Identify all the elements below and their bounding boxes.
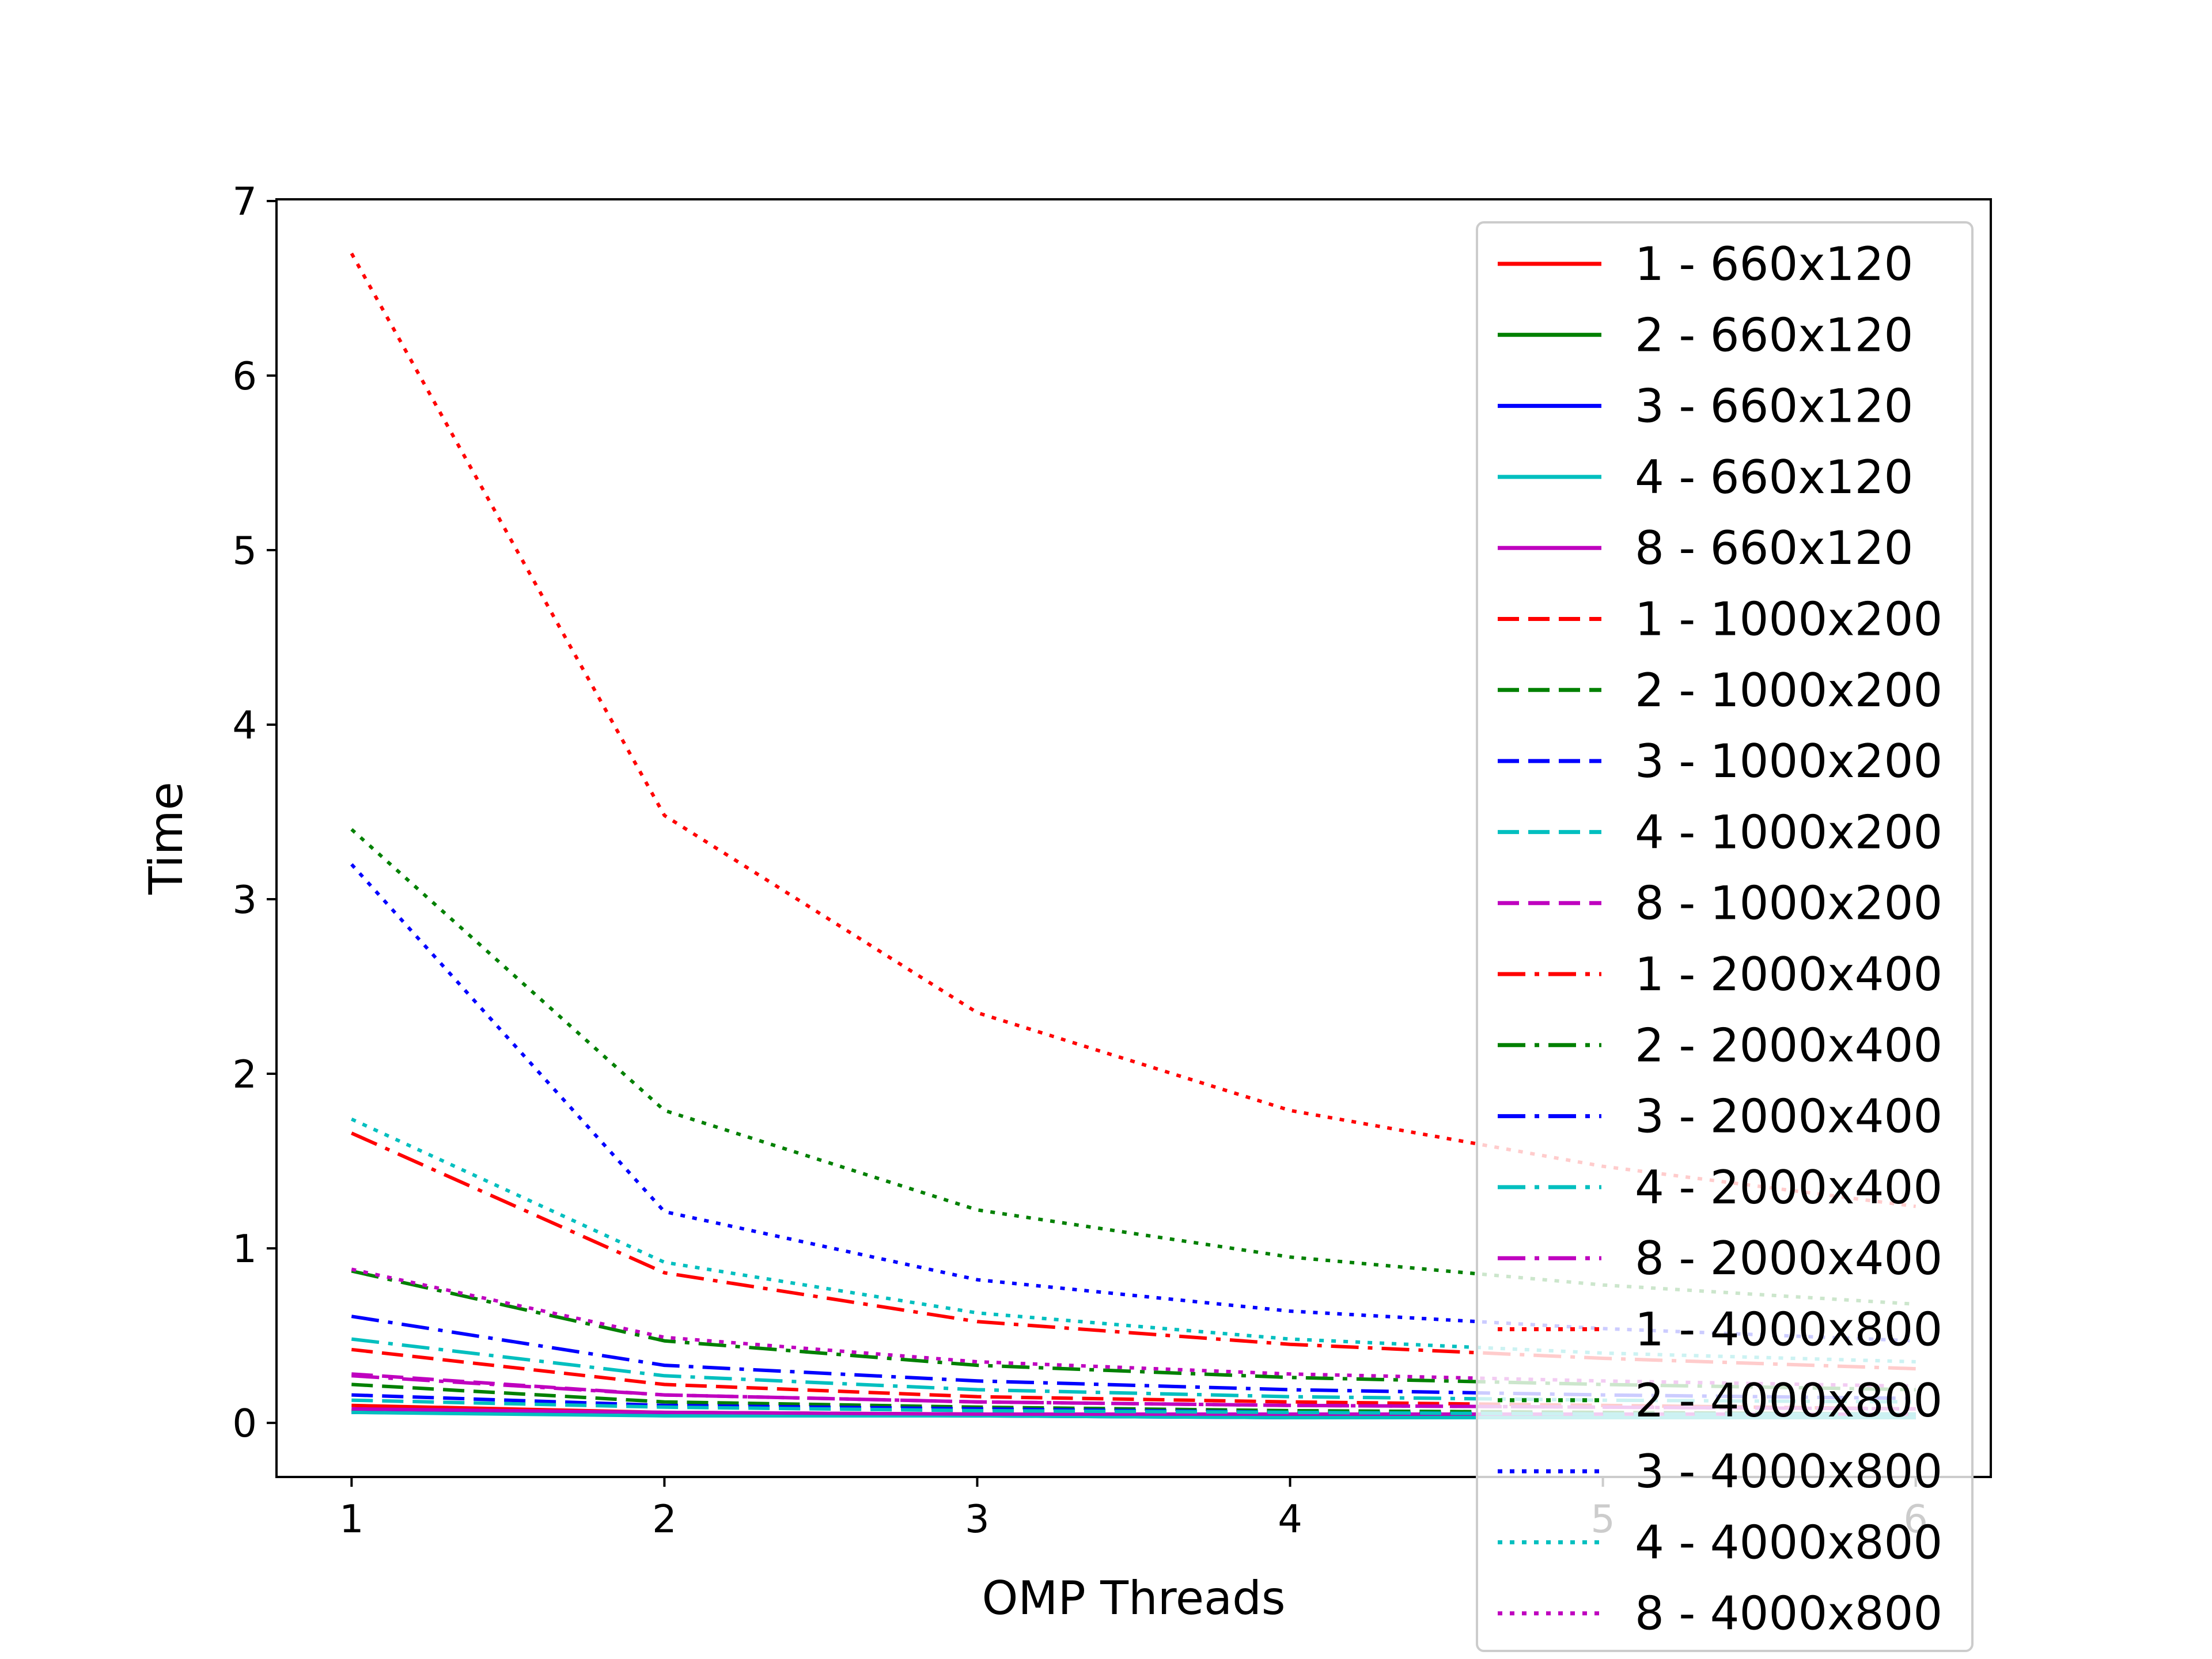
y-tick-label: 1 [232, 1226, 257, 1271]
series-line-11 [351, 1269, 1916, 1392]
legend-label: 8 - 660x120 [1635, 521, 1913, 575]
legend-label: 3 - 4000x800 [1635, 1445, 1942, 1498]
legend-item: 8 - 2000x400 [1498, 1232, 1942, 1285]
legend-item: 3 - 2000x400 [1498, 1090, 1942, 1143]
legend-label: 1 - 1000x200 [1635, 593, 1942, 646]
legend-item: 1 - 4000x800 [1498, 1303, 1942, 1357]
legend-item: 3 - 1000x200 [1498, 734, 1942, 788]
legend-item: 1 - 1000x200 [1498, 593, 1942, 646]
legend-item: 3 - 660x120 [1498, 380, 1913, 433]
legend-item: 4 - 2000x400 [1498, 1161, 1942, 1214]
legend-item: 4 - 660x120 [1498, 450, 1913, 504]
legend-box [1476, 221, 1974, 1652]
legend-label: 4 - 4000x800 [1635, 1516, 1942, 1569]
y-tick-label: 3 [232, 877, 257, 922]
legend-label: 2 - 2000x400 [1635, 1018, 1942, 1072]
y-tick-label: 5 [232, 528, 257, 573]
legend-label: 8 - 2000x400 [1635, 1232, 1942, 1285]
legend-label: 4 - 1000x200 [1635, 805, 1942, 859]
legend-label: 3 - 1000x200 [1635, 734, 1942, 788]
y-tick-label: 0 [232, 1401, 257, 1446]
legend-label: 3 - 2000x400 [1635, 1090, 1942, 1143]
legend-item: 1 - 2000x400 [1498, 948, 1942, 1001]
series-line-19 [351, 1267, 1916, 1388]
legend-item: 2 - 1000x200 [1498, 664, 1942, 717]
legend-label: 2 - 1000x200 [1635, 664, 1942, 717]
x-axis-title: OMP Threads [982, 1571, 1285, 1625]
legend-label: 1 - 2000x400 [1635, 948, 1942, 1001]
x-tick-label: 2 [652, 1497, 677, 1541]
legend-label: 2 - 4000x800 [1635, 1374, 1942, 1427]
legend-label: 4 - 2000x400 [1635, 1161, 1942, 1214]
legend-item: 8 - 660x120 [1498, 521, 1913, 575]
series-line-15 [350, 252, 1916, 1209]
legend-item: 1 - 660x120 [1498, 237, 1913, 291]
legend-item: 4 - 1000x200 [1498, 805, 1942, 859]
legend-item: 2 - 4000x800 [1498, 1374, 1942, 1427]
legend-item: 4 - 4000x800 [1498, 1516, 1942, 1569]
legend-item: 2 - 660x120 [1498, 308, 1913, 362]
y-tick-label: 7 [232, 179, 257, 224]
y-tick-label: 6 [232, 354, 257, 399]
y-tick-label: 4 [232, 703, 257, 748]
legend-label: 1 - 660x120 [1635, 237, 1913, 291]
x-tick-label: 1 [339, 1497, 364, 1541]
legend-label: 2 - 660x120 [1635, 308, 1913, 362]
legend-item: 3 - 4000x800 [1498, 1445, 1942, 1498]
x-tick-label: 3 [965, 1497, 990, 1541]
legend-item: 8 - 1000x200 [1498, 877, 1942, 930]
x-tick-label: 4 [1278, 1497, 1302, 1541]
legend: 1 - 660x120 2 - 660x120 3 - 660x120 4 - 660… [1476, 221, 1974, 1652]
legend-label: 3 - 660x120 [1635, 380, 1913, 433]
series-line-8 [351, 1398, 1916, 1416]
legend-item: 2 - 2000x400 [1498, 1018, 1942, 1072]
legend-label: 8 - 1000x200 [1635, 877, 1942, 930]
legend-label: 8 - 4000x800 [1635, 1587, 1942, 1641]
y-tick-label: 2 [232, 1052, 257, 1097]
series-line-5 [351, 1347, 1916, 1411]
plot-frame [275, 198, 1992, 1478]
y-axis-title: Time [139, 782, 193, 895]
legend-items: 1 - 660x120 2 - 660x120 3 - 660x120 4 - 660… [1498, 237, 1942, 1641]
legend-item: 8 - 4000x800 [1498, 1587, 1942, 1641]
legend-label: 4 - 660x120 [1635, 450, 1913, 504]
legend-label: 1 - 4000x800 [1635, 1303, 1942, 1357]
y-axis: 0 1 2 3 4 5 6 7 [232, 179, 276, 1446]
